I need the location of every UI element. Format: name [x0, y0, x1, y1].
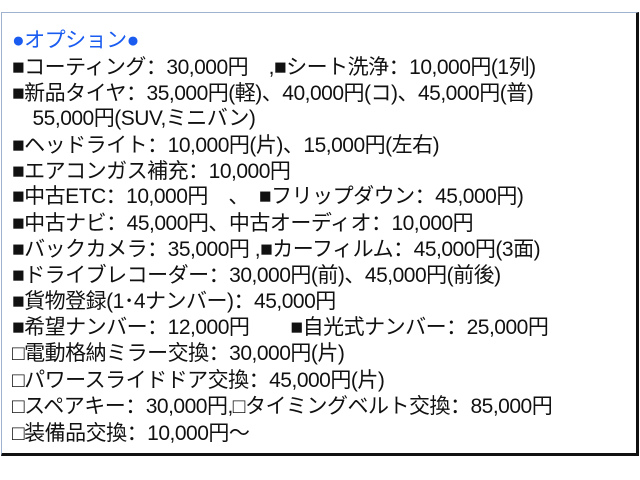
option-line-camera-film: ■バックカメラ：35,000円 ,■カーフィルム：45,000円(3面): [12, 238, 541, 261]
option-line-key-belt: □スペアキー：30,000円,□タイミングベルト交換：85,000円: [12, 395, 553, 418]
option-line-slide-door: □パワースライドドア交換：45,000円(片): [12, 369, 385, 392]
option-line-tires-suv: 55,000円(SUV,ミニバン): [12, 107, 256, 130]
option-line-aircon-gas: ■エアコンガス補充：10,000円: [12, 160, 291, 183]
options-panel: [1, 12, 639, 456]
option-line-mirror: □電動格納ミラー交換：30,000円(片): [12, 342, 345, 365]
options-title: ●オプション●: [12, 29, 139, 52]
option-line-dashcam: ■ドライブレコーダー：30,000円(前)、45,000円(前後): [12, 264, 501, 287]
option-line-coating: ■コーティング：30,000円 ,■シート洗浄：10,000円(1列): [12, 56, 536, 79]
option-line-etc-flipdown: ■中古ETC：10,000円 、 ■フリップダウン：45,000円): [12, 185, 524, 208]
option-line-cargo-registration: ■貨物登録(1･4ナンバー)：45,000円: [12, 290, 336, 313]
option-line-navi-audio: ■中古ナビ：45,000円、中古オーディオ：10,000円: [12, 212, 474, 235]
option-line-number-plates: ■希望ナンバー：12,000円 ■自光式ナンバー：25,000円: [12, 316, 549, 339]
option-line-headlight: ■ヘッドライト：10,000円(片)、15,000円(左右): [12, 134, 440, 157]
option-line-tires: ■新品タイヤ：35,000円(軽)、40,000円(コ)、45,000円(普): [12, 82, 534, 105]
option-line-equipment: □装備品交換：10,000円～: [12, 422, 250, 445]
